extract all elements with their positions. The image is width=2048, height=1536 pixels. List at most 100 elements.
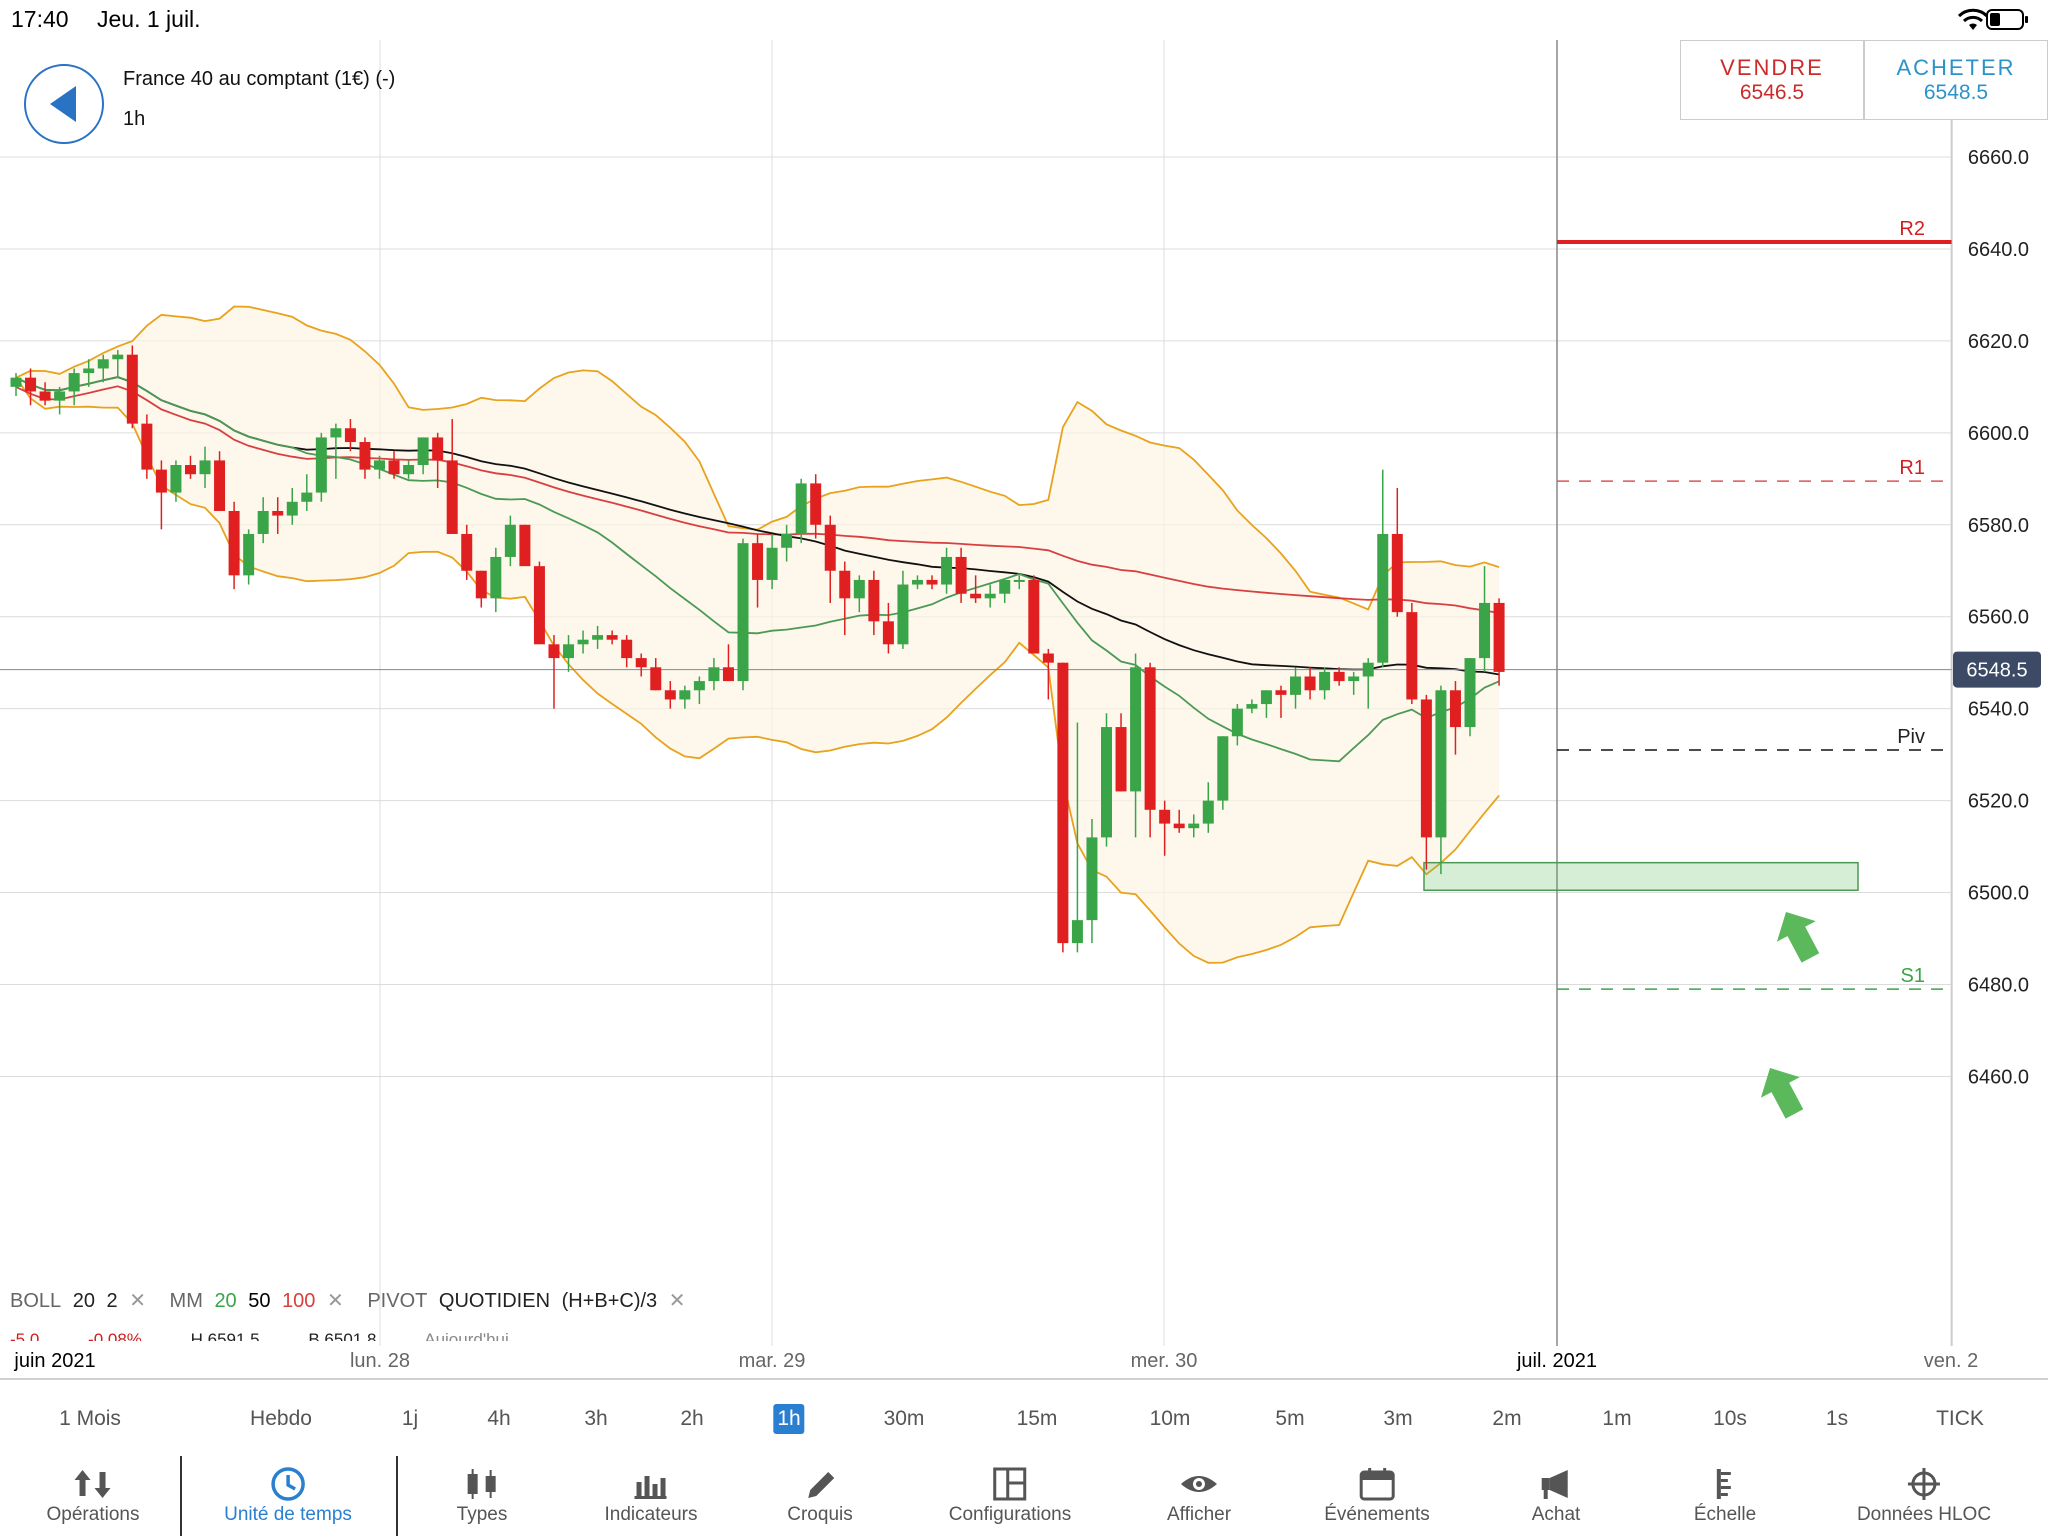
tab-divider <box>396 1456 398 1536</box>
tab-achat[interactable]: Achat <box>1532 1456 1580 1536</box>
remove-pivot-icon[interactable]: ✕ <box>668 1290 686 1312</box>
tab-échelle[interactable]: Échelle <box>1694 1456 1756 1536</box>
change-pct: -0.08% <box>88 1330 142 1341</box>
candle-body <box>1028 579 1040 654</box>
price-tick-label: 6580.0 <box>1968 515 2029 537</box>
timeframe-option[interactable]: 1h <box>773 1404 805 1434</box>
timeframe-option[interactable]: 30m <box>883 1407 925 1430</box>
candle-body <box>984 593 996 599</box>
candle-body <box>1071 920 1083 944</box>
timeframe-option[interactable]: 1s <box>1825 1407 1849 1430</box>
mm-50: 50 <box>248 1290 271 1312</box>
tab-croquis[interactable]: Croquis <box>787 1456 853 1536</box>
arrow-up-support-icon <box>1760 1068 1804 1119</box>
timeframe-option[interactable]: 3h <box>584 1407 608 1430</box>
timeframe-option[interactable]: 3m <box>1383 1407 1413 1430</box>
candle-body <box>461 533 473 571</box>
candle-body <box>1013 579 1025 582</box>
pivot-name[interactable]: PIVOT <box>367 1290 428 1312</box>
candle-body <box>752 543 764 580</box>
candle-body <box>999 579 1011 594</box>
candle-body <box>490 556 502 599</box>
tab-événements[interactable]: Événements <box>1324 1456 1430 1536</box>
pivot-r1-label: R1 <box>1899 457 1925 479</box>
pivot-formula: (H+B+C)/3 <box>561 1290 658 1312</box>
timeframe-option[interactable]: Hebdo <box>250 1407 312 1430</box>
candle-body <box>563 644 575 659</box>
candle-body <box>1159 809 1171 824</box>
timeframe-option[interactable]: 2m <box>1492 1407 1522 1430</box>
tab-afficher[interactable]: Afficher <box>1167 1456 1231 1536</box>
price-tick-label: 6540.0 <box>1968 699 2029 721</box>
mm-name[interactable]: MM <box>169 1290 203 1312</box>
candle-body <box>272 510 284 516</box>
timeframe-option[interactable]: 15m <box>1016 1407 1058 1430</box>
candle-body <box>911 579 923 585</box>
tab-opérations[interactable]: Opérations <box>47 1456 139 1536</box>
tab-configurations[interactable]: Configurations <box>948 1456 1072 1536</box>
date-label: juil. 2021 <box>1512 1350 1602 1373</box>
candle-body <box>1435 690 1447 838</box>
remove-mm-icon[interactable]: ✕ <box>327 1290 344 1312</box>
date-label: mer. 30 <box>1130 1350 1198 1372</box>
tab-label: Événements <box>1324 1504 1430 1525</box>
candle-body <box>1042 653 1054 663</box>
candle-body <box>141 423 153 470</box>
candle-body <box>839 570 851 599</box>
battery-icon <box>1986 9 2028 30</box>
tab-label: Croquis <box>787 1504 853 1525</box>
candle-body <box>664 690 676 700</box>
candle-body <box>533 566 545 645</box>
candle-body <box>170 465 182 493</box>
price-chart[interactable]: R2R1PivS16660.06640.06620.06600.06580.06… <box>0 0 2048 1378</box>
candle-body <box>199 460 211 475</box>
timeframe-option[interactable]: 1 Mois <box>59 1407 121 1430</box>
candle-body <box>54 391 66 401</box>
candle-body <box>112 354 124 360</box>
boll-name[interactable]: BOLL <box>10 1290 62 1312</box>
timeframe-option[interactable]: 10m <box>1149 1407 1191 1430</box>
price-tick-label: 6640.0 <box>1968 239 2029 261</box>
back-button[interactable] <box>24 64 104 144</box>
tab-label: Unité de temps <box>224 1504 352 1525</box>
tab-label: Échelle <box>1693 1504 1757 1525</box>
tab-types[interactable]: Types <box>456 1456 508 1536</box>
tab-label: Configurations <box>948 1504 1072 1525</box>
timeframe-label: 1h <box>123 108 146 130</box>
candle-body <box>1115 727 1127 792</box>
candle-body <box>548 644 560 659</box>
tab-label: Types <box>456 1504 508 1525</box>
timeframe-option[interactable]: 2h <box>680 1407 704 1430</box>
status-time: 17:40 <box>11 6 69 32</box>
arrow-shape <box>1776 912 1820 963</box>
tab-indicateurs[interactable]: Indicateurs <box>605 1456 697 1536</box>
sell-button[interactable]: VENDRE 6546.5 <box>1680 40 1864 120</box>
candle-body <box>1130 667 1142 792</box>
buy-button[interactable]: ACHETER 6548.5 <box>1864 40 2048 120</box>
price-tick-label: 6600.0 <box>1968 423 2029 445</box>
timeframe-option[interactable]: 5m <box>1275 1407 1305 1430</box>
candle-body <box>330 428 342 438</box>
clock-icon <box>271 1467 305 1501</box>
chart-grid <box>0 40 1952 1346</box>
calendar-icon <box>1359 1468 1395 1501</box>
sell-label: VENDRE <box>1720 55 1824 80</box>
candle-body <box>344 428 356 443</box>
timeframe-option[interactable]: TICK <box>1936 1407 1984 1430</box>
timeframe-option[interactable]: 4h <box>487 1407 511 1430</box>
candle-body <box>475 570 487 599</box>
tab-données-hloc[interactable]: Données HLOC <box>1857 1456 1991 1536</box>
candle-body <box>1420 699 1432 838</box>
status-date: Jeu. 1 juil. <box>97 6 201 32</box>
candle-body <box>577 639 589 645</box>
timeframe-option[interactable]: 1m <box>1602 1407 1632 1430</box>
timeframe-option[interactable]: 10s <box>1713 1407 1747 1430</box>
price-tick-label: 6460.0 <box>1968 1066 2029 1088</box>
remove-boll-icon[interactable]: ✕ <box>129 1290 146 1312</box>
tab-unité-de-temps[interactable]: Unité de temps <box>224 1456 352 1536</box>
tab-label: Données HLOC <box>1856 1504 1992 1525</box>
candle-body <box>1290 676 1302 695</box>
candle-body <box>810 483 822 525</box>
timeframe-option[interactable]: 1j <box>401 1407 419 1430</box>
ma20-line <box>15 376 1500 763</box>
